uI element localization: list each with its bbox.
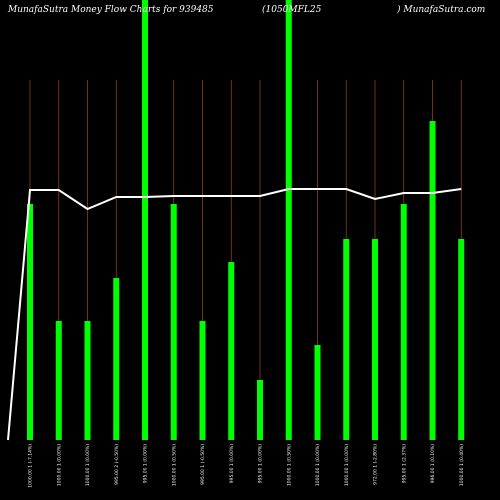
bar bbox=[314, 345, 321, 440]
x-tick-label: 972.00 1 (-2.80%) bbox=[373, 444, 379, 485]
bar bbox=[84, 321, 91, 440]
bar bbox=[142, 0, 148, 440]
x-tick-label: 1000.00 1 (0.00%) bbox=[85, 444, 91, 486]
x-tick-label: 1000.00 1 (0.50%) bbox=[286, 444, 292, 486]
bar bbox=[372, 239, 378, 440]
source: ) MunafaSutra.com bbox=[396, 4, 485, 15]
x-tick-label: 1000.00 1 (0.40%) bbox=[459, 444, 465, 486]
x-tick-label: 995.00 1 (0.00%) bbox=[258, 444, 264, 484]
x-tick-label: 995.00 1 (0.00%) bbox=[229, 444, 235, 484]
x-tick-label: 995.00 1 (2.37%) bbox=[401, 444, 407, 484]
bar bbox=[343, 239, 350, 440]
x-tick-label: 1000.00 1 (-7.14%) bbox=[28, 444, 34, 488]
bar bbox=[257, 380, 263, 440]
x-tick-label: 996.00 1 (0.10%) bbox=[430, 444, 436, 484]
bar bbox=[400, 204, 407, 440]
x-tick-label: 1000.00 1 (0.00%) bbox=[315, 444, 321, 486]
bar bbox=[55, 321, 62, 440]
bar bbox=[27, 204, 33, 440]
x-tick-label: 1000.00 1 (0.00%) bbox=[56, 444, 62, 486]
chart-subtitle: (1050MFL25 bbox=[262, 4, 322, 15]
line-series bbox=[7, 188, 462, 441]
bar bbox=[113, 278, 120, 440]
x-tick-label: 995.00 2 (-0.50%) bbox=[114, 444, 120, 485]
bar bbox=[199, 321, 206, 440]
x-tick-label: 1000.00 1 (0.00%) bbox=[344, 444, 350, 486]
bar bbox=[285, 0, 292, 440]
x-tick-label: 995.00 1 (-0.50%) bbox=[200, 444, 206, 485]
bar bbox=[170, 204, 177, 440]
bar bbox=[458, 239, 465, 440]
bar bbox=[429, 121, 436, 440]
bar bbox=[228, 262, 235, 440]
chart-title: MunafaSutra Money Flow Charts for 939485 bbox=[7, 5, 214, 15]
x-tick-label: 995.00 1 (0.00%) bbox=[143, 444, 149, 484]
plot: 1000.00 1 (-7.14%) 1000.00 1 (0.00%) 1000.… bbox=[7, 0, 465, 488]
x-tick-label: 1000.00 1 (0.50%) bbox=[171, 444, 177, 486]
